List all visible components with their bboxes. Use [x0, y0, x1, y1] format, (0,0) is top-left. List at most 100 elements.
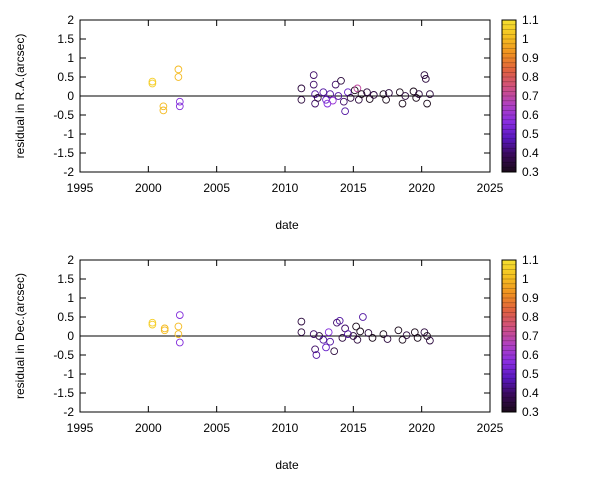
- data-point: [337, 76, 345, 85]
- data-point: [175, 338, 184, 347]
- y-tick-label: -2: [63, 165, 74, 179]
- y-tick-label: -1: [63, 127, 74, 141]
- y-tick-label: 0: [67, 89, 74, 103]
- x-axis-label: date: [275, 458, 299, 472]
- data-point: [313, 94, 322, 102]
- y-tick-label: 0.5: [57, 70, 74, 84]
- x-tick-label: 2000: [135, 181, 162, 195]
- data-point: [412, 94, 421, 102]
- colorbar-tick-label: 0.9: [522, 51, 539, 65]
- colorbar-tick-label: 0.7: [522, 329, 539, 343]
- data-point: [175, 97, 184, 106]
- data-point: [349, 332, 358, 340]
- y-axis-label: residual in R.A.(arcsec): [13, 34, 27, 159]
- data-point: [174, 73, 183, 81]
- data-point: [426, 336, 434, 345]
- data-point: [356, 327, 365, 336]
- colorbar-tick-label: 0.8: [522, 310, 539, 324]
- data-point: [160, 324, 169, 333]
- x-tick-label: 1995: [67, 421, 94, 435]
- colorbar-tick-label: 0.9: [522, 291, 539, 305]
- data-point: [359, 313, 367, 321]
- data-point: [174, 330, 183, 338]
- data-point: [363, 88, 371, 97]
- colorbar-tick-label: 0.8: [522, 70, 539, 84]
- y-tick-label: -0.5: [53, 348, 74, 362]
- data-point: [331, 80, 340, 89]
- y-tick-label: 2: [67, 253, 74, 267]
- data-point: [297, 317, 306, 326]
- data-point: [297, 84, 306, 93]
- data-point: [413, 334, 422, 342]
- ra-residual-panel: 2 1.5 1 0.5 0 -0.5 -1 -1.5 -2 1995 2000 2005 2010 20…: [13, 13, 539, 232]
- colorbar-tick-label: 0.4: [522, 386, 539, 400]
- colorbar-frame: [501, 19, 517, 173]
- data-point: [159, 106, 168, 115]
- colorbar-tick-label: 1: [522, 272, 529, 286]
- y-tick-label: -1.5: [53, 386, 74, 400]
- data-point: [352, 322, 360, 331]
- data-point: [398, 335, 407, 344]
- data-point: [395, 88, 404, 97]
- data-point: [148, 320, 157, 329]
- x-tick-label: 2015: [340, 421, 367, 435]
- data-point: [311, 345, 319, 354]
- x-tick-label: 2005: [203, 181, 230, 195]
- y-tick-label: -1.5: [53, 146, 74, 160]
- data-point: [335, 316, 344, 325]
- data-point: [402, 331, 411, 340]
- data-point: [365, 95, 374, 103]
- x-tick-label: 2020: [408, 421, 435, 435]
- data-point: [319, 88, 328, 97]
- data-point: [309, 330, 318, 338]
- data-point: [326, 90, 334, 98]
- data-point: [159, 102, 168, 111]
- data-point: [148, 79, 157, 88]
- data-point: [415, 90, 423, 98]
- colorbar-tick-label: 0.7: [522, 89, 539, 103]
- data-point: [346, 94, 355, 102]
- data-point: [330, 347, 339, 356]
- data-point: [315, 332, 324, 340]
- data-point: [328, 96, 337, 105]
- data-point: [339, 97, 348, 106]
- y-tick-label: 1.5: [57, 272, 74, 286]
- data-point: [174, 65, 183, 74]
- x-tick-label: 2005: [203, 421, 230, 435]
- colorbar-tick-label: 1.1: [522, 253, 539, 267]
- y-tick-label: 0.5: [57, 310, 74, 324]
- data-point: [324, 328, 333, 337]
- colorbar-frame: [501, 259, 517, 413]
- data-point: [175, 102, 184, 111]
- data-point: [401, 92, 410, 100]
- data-point: [368, 334, 377, 342]
- colorbar-tick-label: 0.6: [522, 348, 539, 362]
- colorbar-tick-label: 1: [522, 32, 529, 46]
- data-point: [379, 330, 388, 338]
- x-axis-label: date: [275, 218, 299, 232]
- colorbar-tick-label: 0.4: [522, 146, 539, 160]
- data-point: [311, 90, 319, 98]
- y-tick-label: 1.5: [57, 32, 74, 46]
- colorbar: [502, 20, 516, 172]
- data-point: [160, 326, 169, 335]
- data-point: [148, 318, 157, 327]
- y-tick-label: -1: [63, 367, 74, 381]
- colorbar-tick-label: 1.1: [522, 13, 539, 27]
- data-point: [369, 91, 378, 99]
- data-point: [297, 95, 306, 104]
- dec-residual-panel: 2 1.5 1 0.5 0 -0.5 -1 -1.5 -2 1995 2000 2005 2010 20…: [13, 253, 539, 472]
- y-tick-label: -0.5: [53, 108, 74, 122]
- data-point: [297, 328, 306, 337]
- x-tick-label: 2015: [340, 181, 367, 195]
- data-point: [326, 337, 334, 346]
- data-point: [341, 107, 349, 116]
- y-tick-label: 0: [67, 329, 74, 343]
- data-point: [353, 84, 362, 93]
- colorbar-tick-label: 0.5: [522, 127, 539, 141]
- x-tick-label: 2010: [272, 421, 299, 435]
- x-tick-label: 2025: [477, 181, 504, 195]
- data-point: [383, 335, 392, 343]
